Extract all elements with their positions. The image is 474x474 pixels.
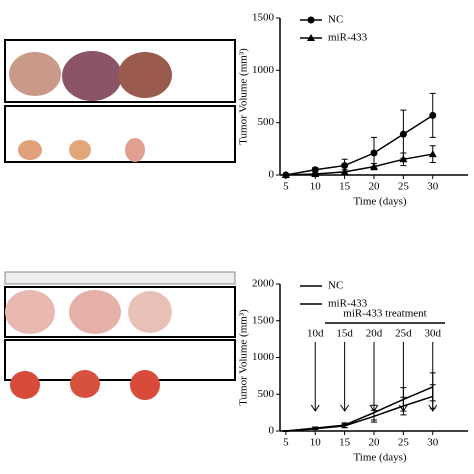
- marker: [311, 169, 320, 177]
- x-tick-label: 30: [427, 181, 439, 193]
- y-tick-label: 1000: [252, 64, 275, 76]
- y-tick-label: 2000: [252, 278, 275, 290]
- annotation-label: 10d: [307, 328, 324, 340]
- tumor: [10, 371, 40, 399]
- annotation-label: 15d: [336, 328, 353, 340]
- photo-panels: [4, 39, 236, 400]
- legend-label: miR-433: [328, 298, 368, 310]
- legend-label: miR-433: [328, 32, 368, 44]
- legend-label: NC: [328, 280, 343, 292]
- x-axis-label: Time (days): [353, 196, 406, 208]
- tumor: [62, 51, 122, 101]
- ruler: [4, 271, 236, 285]
- y-tick-label: 0: [269, 169, 275, 181]
- marker: [429, 111, 437, 119]
- y-tick-label: 1000: [252, 351, 275, 363]
- tumor: [18, 140, 42, 160]
- x-tick-label: 5: [283, 181, 289, 193]
- error-bar: [341, 423, 348, 429]
- series-line: [285, 114, 434, 176]
- marker: [307, 34, 315, 41]
- y-tick-label: 1500: [252, 314, 275, 326]
- legend-label: NC: [328, 14, 343, 26]
- series-line: [285, 153, 433, 176]
- arrow: [369, 342, 379, 412]
- tumor: [125, 138, 145, 162]
- tumor: [69, 290, 121, 334]
- x-tick-label: 20: [369, 437, 381, 449]
- x-tick-label: 10: [310, 437, 322, 449]
- tumor: [130, 370, 160, 400]
- marker: [341, 162, 349, 170]
- photo-box: [4, 339, 236, 381]
- arrow: [428, 342, 438, 412]
- annotation: miR-433 treatment: [343, 308, 426, 320]
- tumor: [5, 290, 55, 334]
- annotation-label: 20d: [366, 328, 383, 340]
- y-tick-label: 1500: [252, 12, 275, 24]
- marker: [307, 16, 315, 24]
- arrow: [340, 342, 350, 412]
- marker: [281, 171, 290, 178]
- series-line: [285, 395, 433, 432]
- x-tick-label: 15: [339, 181, 351, 193]
- arrow: [398, 342, 408, 412]
- tumor: [70, 370, 100, 398]
- arrow: [310, 342, 320, 412]
- annotation-label: 25d: [395, 328, 412, 340]
- y-axis-label: Tumor Volume (mm³): [238, 309, 250, 406]
- marker: [370, 162, 378, 170]
- y-axis-label: Tumor Volume (mm³): [238, 48, 250, 145]
- error-bar: [312, 427, 319, 431]
- tumor: [69, 140, 91, 160]
- series-line: [285, 386, 434, 432]
- x-tick-label: 25: [398, 181, 410, 193]
- marker: [370, 149, 378, 157]
- marker: [399, 155, 408, 163]
- tumor: [9, 52, 61, 96]
- marker: [428, 150, 437, 158]
- annotation-label: 30d: [425, 328, 442, 340]
- x-tick-label: 20: [369, 181, 381, 193]
- x-tick-label: 25: [398, 437, 410, 449]
- y-tick-label: 500: [258, 116, 275, 128]
- error-bar: [282, 430, 289, 432]
- tumor: [118, 52, 172, 98]
- photo-box: [4, 105, 236, 163]
- y-tick-label: 500: [258, 388, 275, 400]
- x-tick-label: 5: [283, 437, 289, 449]
- marker: [399, 130, 407, 138]
- x-tick-label: 15: [339, 437, 351, 449]
- tumor: [128, 291, 172, 333]
- y-tick-label: 0: [269, 425, 275, 437]
- marker: [340, 167, 349, 175]
- marker: [311, 166, 319, 174]
- x-tick-label: 10: [310, 181, 322, 193]
- x-axis-label: Time (days): [353, 452, 406, 464]
- x-tick-label: 30: [427, 437, 439, 449]
